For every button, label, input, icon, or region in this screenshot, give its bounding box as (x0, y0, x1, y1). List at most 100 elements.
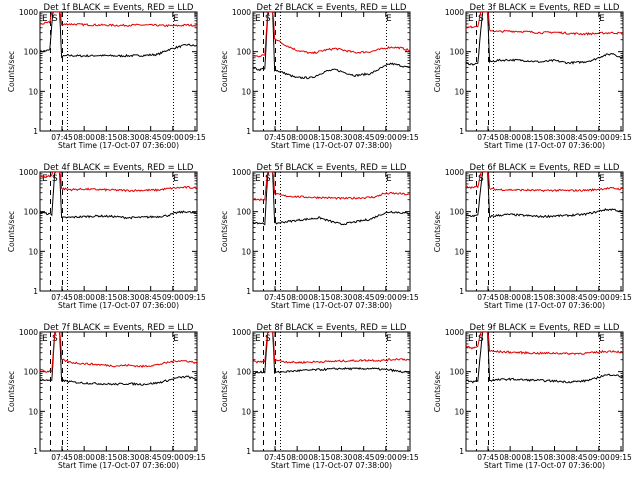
x-tick-label: 08:15 (309, 453, 331, 462)
x-tick-label: 08:45 (566, 133, 588, 142)
x-tick-label: 08:00 (286, 453, 308, 462)
chart-panel: Det 2f BLACK = Events, RED = LLD 1 10 100 10… (220, 3, 419, 150)
events-series-line (253, 172, 410, 226)
x-axis-label: Start Time (17-Oct-07 07:36:00) (58, 141, 179, 150)
plot-frame (465, 331, 624, 452)
event-marker-label: S (52, 174, 58, 184)
x-tick-label: 08:00 (499, 453, 521, 462)
lld-series-line (40, 12, 197, 28)
x-tick-label: 09:15 (184, 453, 206, 462)
event-marker-label: E (255, 174, 261, 184)
y-axis-label: Counts/sec (220, 371, 229, 412)
x-tick-label: 08:30 (331, 133, 353, 142)
y-tick-label: 1 (33, 447, 38, 456)
chart-title: Det 2f BLACK = Events, RED = LLD (257, 3, 407, 13)
y-axis-label: Counts/sec (7, 371, 16, 412)
event-marker-label: E (599, 174, 605, 184)
x-axis-label: Start Time (17-Oct-07 07:36:00) (484, 141, 605, 150)
event-marker-label: E (599, 334, 605, 344)
x-axis-label: Start Time (17-Oct-07 07:36:00) (58, 301, 179, 310)
x-tick-label: 07:45 (51, 133, 73, 142)
event-marker-label: E (173, 334, 179, 344)
x-tick-label: 07:45 (477, 453, 499, 462)
lld-series-line (466, 332, 623, 356)
x-tick-label: 08:15 (96, 453, 118, 462)
y-tick-label: 100 (237, 368, 252, 377)
y-axis-label: Counts/sec (220, 51, 229, 92)
y-tick-label: 10 (241, 247, 251, 256)
x-tick-label: 08:45 (140, 453, 162, 462)
chart-title: Det 8f BLACK = Events, RED = LLD (257, 323, 407, 333)
event-marker-label: E (42, 174, 48, 184)
y-tick-label: 100 (450, 48, 465, 57)
x-tick-label: 09:15 (397, 453, 419, 462)
events-series-line (466, 172, 623, 219)
x-tick-label: 08:45 (566, 453, 588, 462)
chart-title: Det 3f BLACK = Events, RED = LLD (470, 3, 620, 13)
x-tick-label: 07:45 (264, 293, 286, 302)
plot-frame (39, 331, 198, 452)
x-tick-label: 09:15 (610, 133, 632, 142)
event-marker-label: S (265, 334, 271, 344)
event-marker-label: E (468, 14, 474, 24)
y-tick-label: 1000 (232, 8, 251, 17)
x-tick-label: 08:15 (96, 133, 118, 142)
y-axis-label: Counts/sec (7, 51, 16, 92)
event-marker-label: E (173, 174, 179, 184)
x-tick-label: 09:00 (162, 453, 184, 462)
x-tick-label: 09:15 (184, 133, 206, 142)
x-tick-label: 09:00 (588, 293, 610, 302)
plot-frame (465, 11, 624, 132)
lld-series-line (253, 172, 410, 202)
x-axis-label: Start Time (17-Oct-07 07:38:00) (271, 301, 392, 310)
x-tick-label: 08:00 (286, 293, 308, 302)
x-tick-label: 09:00 (162, 293, 184, 302)
y-tick-label: 10 (28, 247, 38, 256)
x-tick-label: 09:00 (375, 293, 397, 302)
chart-panel: Det 3f BLACK = Events, RED = LLD 1 10 100 10… (433, 3, 632, 150)
x-axis-label: Start Time (17-Oct-07 07:38:00) (271, 141, 392, 150)
event-marker-label: E (599, 14, 605, 24)
event-marker-label: S (478, 334, 484, 344)
y-tick-label: 1000 (19, 168, 38, 177)
y-tick-label: 1 (33, 287, 38, 296)
chart-title: Det 5f BLACK = Events, RED = LLD (257, 163, 407, 173)
x-tick-label: 08:30 (544, 293, 566, 302)
y-tick-label: 100 (450, 208, 465, 217)
lld-series-line (253, 332, 410, 364)
x-tick-label: 08:15 (309, 133, 331, 142)
y-tick-label: 10 (454, 247, 464, 256)
y-tick-label: 100 (24, 368, 39, 377)
event-marker-label: S (52, 14, 58, 24)
chart-title: Det 7f BLACK = Events, RED = LLD (44, 323, 194, 333)
y-tick-label: 1 (459, 287, 464, 296)
x-tick-label: 08:30 (544, 133, 566, 142)
chart-panel: Det 7f BLACK = Events, RED = LLD 1 10 100 10… (7, 323, 206, 470)
lld-series-line (40, 172, 197, 193)
event-marker-label: E (173, 14, 179, 24)
y-tick-label: 1 (33, 127, 38, 136)
y-tick-label: 10 (454, 87, 464, 96)
y-tick-label: 1000 (445, 168, 464, 177)
y-tick-label: 1 (246, 447, 251, 456)
y-tick-label: 10 (241, 87, 251, 96)
events-series-line (40, 332, 197, 386)
event-marker-label: E (386, 334, 392, 344)
event-marker-label: E (42, 14, 48, 24)
y-axis-label: Counts/sec (220, 211, 229, 252)
event-marker-label: E (468, 334, 474, 344)
x-tick-label: 07:45 (51, 293, 73, 302)
y-tick-label: 100 (24, 48, 39, 57)
x-axis-label: Start Time (17-Oct-07 07:36:00) (58, 461, 179, 470)
x-tick-label: 08:15 (522, 293, 544, 302)
x-tick-label: 09:00 (588, 133, 610, 142)
x-tick-label: 09:00 (588, 453, 610, 462)
x-tick-label: 08:00 (499, 293, 521, 302)
x-tick-label: 08:15 (96, 293, 118, 302)
y-tick-label: 1000 (445, 8, 464, 17)
x-tick-label: 08:45 (353, 293, 375, 302)
lld-series-line (466, 12, 623, 36)
events-series-line (40, 12, 197, 59)
chart-panel: Det 6f BLACK = Events, RED = LLD 1 10 100 10… (433, 163, 632, 310)
events-series-line (253, 332, 410, 375)
